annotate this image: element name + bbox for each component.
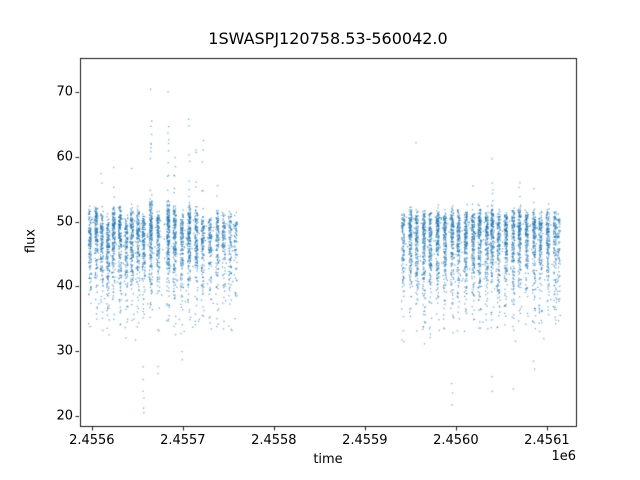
chart-title: 1SWASPJ120758.53-560042.0 xyxy=(208,29,448,48)
y-tick-label-2: 40 xyxy=(56,278,73,294)
x-axis-offset-text: 1e6 xyxy=(551,449,576,464)
y-tick-label-1: 30 xyxy=(56,343,73,359)
x-tick-label-0: 2.4556 xyxy=(69,433,115,448)
x-axis-label: time xyxy=(313,452,343,467)
x-tick-label-1: 2.4557 xyxy=(160,433,206,448)
x-tick-label-3: 2.4559 xyxy=(342,433,388,448)
x-tick-label-4: 2.4560 xyxy=(433,433,479,448)
y-tick-label-4: 60 xyxy=(56,149,73,165)
x-tick-label-2: 2.4558 xyxy=(251,433,297,448)
y-tick-label-0: 20 xyxy=(56,408,73,424)
x-tick-label-5: 2.4561 xyxy=(524,433,570,448)
y-tick-label-5: 70 xyxy=(56,84,73,100)
y-tick-label-3: 50 xyxy=(56,214,73,230)
y-axis-label: flux xyxy=(23,228,39,254)
